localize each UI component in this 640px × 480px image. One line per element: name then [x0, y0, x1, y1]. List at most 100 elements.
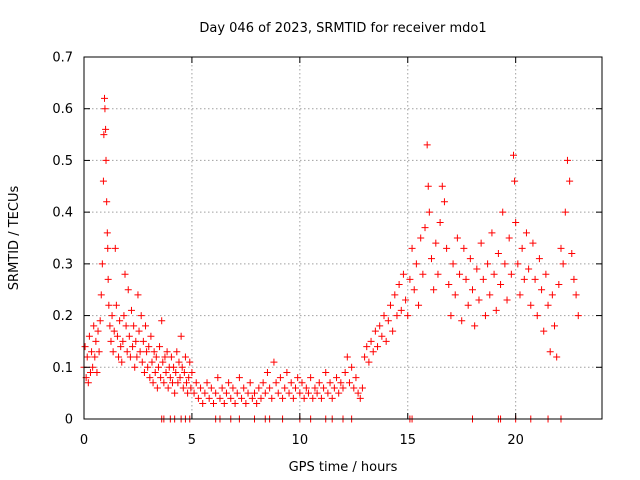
data-point [164, 384, 172, 392]
data-point [261, 389, 269, 397]
data-point [268, 394, 276, 402]
data-point [464, 301, 472, 309]
data-point [369, 348, 377, 356]
data-point [358, 384, 366, 392]
data-point [174, 379, 182, 387]
data-point [207, 384, 215, 392]
data-point [227, 394, 235, 402]
data-point [281, 384, 289, 392]
data-point [93, 368, 101, 376]
data-point [406, 275, 414, 283]
data-point [486, 291, 494, 299]
y-tick-label: 0.1 [52, 361, 73, 376]
data-point [131, 363, 139, 371]
data-point [163, 348, 171, 356]
y-tick-label: 0 [65, 413, 73, 428]
data-point [440, 198, 448, 206]
data-point [112, 301, 120, 309]
data-point [161, 353, 169, 361]
data-point [367, 337, 375, 345]
data-point [111, 244, 119, 252]
data-point [81, 343, 89, 351]
data-point [343, 353, 351, 361]
data-point [378, 332, 386, 340]
chart-title: Day 046 of 2023, SRMTID for receiver mdo… [199, 21, 486, 36]
data-point [84, 379, 92, 387]
data-point [113, 332, 121, 340]
data-point [152, 353, 160, 361]
data-point [447, 312, 455, 320]
data-point [423, 141, 431, 149]
data-point [376, 322, 384, 330]
data-point [481, 312, 489, 320]
data-point [540, 327, 548, 335]
data-point [328, 394, 336, 402]
data-point [570, 275, 578, 283]
data-point [300, 394, 308, 402]
data-point [389, 327, 397, 335]
data-point [238, 394, 246, 402]
data-point [248, 394, 256, 402]
data-point [259, 379, 267, 387]
data-point [242, 399, 250, 407]
data-point [374, 343, 382, 351]
data-point [421, 224, 429, 232]
data-point [98, 260, 106, 268]
data-point [317, 394, 325, 402]
data-point [566, 177, 574, 185]
data-point [453, 234, 461, 242]
x-tick-label: 15 [399, 433, 416, 448]
data-point [330, 384, 338, 392]
data-point [484, 260, 492, 268]
data-point [272, 379, 280, 387]
data-point [106, 322, 114, 330]
data-point [115, 353, 123, 361]
data-point [408, 244, 416, 252]
data-point [494, 250, 502, 258]
data-point [188, 368, 196, 376]
data-point [533, 312, 541, 320]
data-point [109, 348, 117, 356]
data-point [553, 353, 561, 361]
data-point [395, 281, 403, 289]
data-point [563, 156, 571, 164]
data-point [380, 312, 388, 320]
data-point [177, 332, 185, 340]
data-point [512, 218, 520, 226]
data-point [102, 156, 110, 164]
data-point [205, 394, 213, 402]
data-point [103, 198, 111, 206]
data-point [419, 270, 427, 278]
data-point [415, 301, 423, 309]
data-point [148, 358, 156, 366]
data-point [551, 322, 559, 330]
data-point [210, 399, 217, 407]
data-point [335, 389, 343, 397]
data-point [123, 348, 131, 356]
y-tick-label: 0.4 [52, 206, 73, 221]
data-point [505, 234, 513, 242]
data-point [172, 368, 180, 376]
data-point [145, 343, 153, 351]
grid [84, 57, 602, 419]
data-point [320, 384, 328, 392]
data-point [166, 374, 174, 382]
x-tick-label: 20 [507, 433, 524, 448]
data-point [127, 306, 135, 314]
data-point [458, 317, 466, 325]
data-point [345, 379, 353, 387]
data-point [499, 208, 507, 216]
data-point [100, 131, 108, 139]
data-point [436, 218, 444, 226]
data-point [159, 358, 167, 366]
data-point [424, 182, 432, 190]
data-point [326, 379, 334, 387]
x-tick-label: 10 [292, 433, 309, 448]
data-point [417, 234, 425, 242]
data-point [162, 368, 170, 376]
data-point [462, 275, 470, 283]
data-point [218, 384, 226, 392]
data-point [497, 281, 505, 289]
data-point [180, 368, 188, 376]
